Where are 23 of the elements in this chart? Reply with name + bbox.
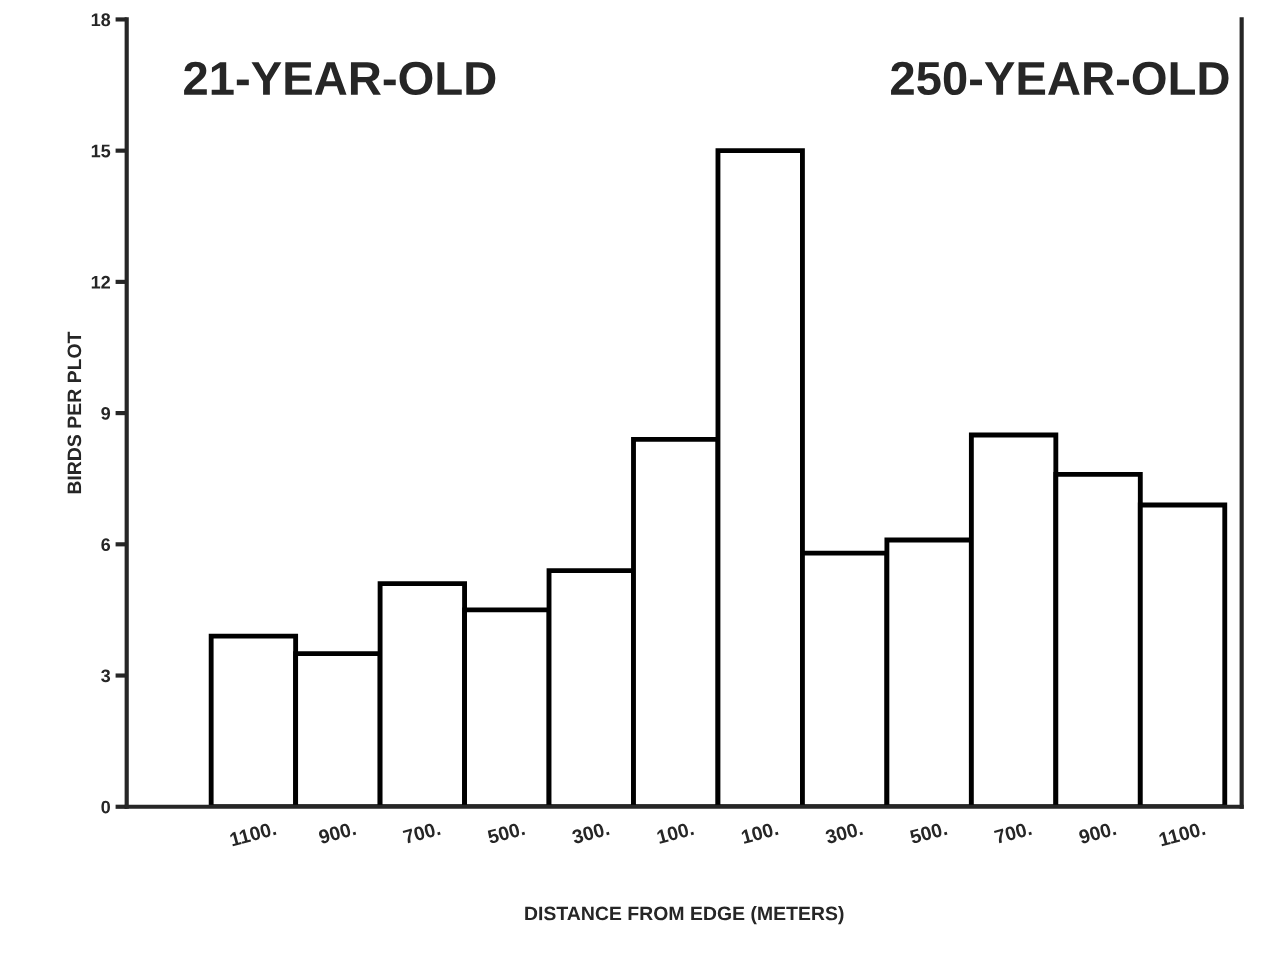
y-tick-label: 15 — [91, 144, 111, 158]
x-tick-label: 900. — [1078, 821, 1117, 845]
y-tick-label: 12 — [91, 275, 111, 289]
x-tick-label: 100. — [740, 821, 779, 844]
x-tick-label: 300. — [824, 821, 864, 845]
y-tick-label: 18 — [91, 13, 111, 27]
x-axis-title: DISTANCE FROM EDGE (METERS) — [525, 906, 844, 925]
x-tick-label: 100. — [656, 821, 695, 844]
x-tick-label: 1100. — [229, 821, 277, 847]
annotation: 21-YEAR-OLD — [184, 61, 496, 96]
y-tick-label: 6 — [101, 538, 111, 552]
x-tick-label: 500. — [486, 821, 526, 845]
y-axis-title: BIRDS PER PLOT — [67, 331, 82, 494]
x-tick-label: 700. — [993, 821, 1032, 845]
x-tick-label: 700. — [402, 821, 441, 845]
x-tick-label: 1100. — [1158, 821, 1206, 847]
annotation: 250-YEAR-OLD — [891, 61, 1229, 96]
x-tick-label: 500. — [909, 821, 948, 845]
y-tick-label: 3 — [101, 669, 111, 683]
y-tick-label: 0 — [101, 800, 110, 814]
y-tick-label: 9 — [101, 407, 111, 420]
x-tick-label: 300. — [571, 821, 610, 845]
x-tick-label: 900. — [318, 821, 357, 845]
